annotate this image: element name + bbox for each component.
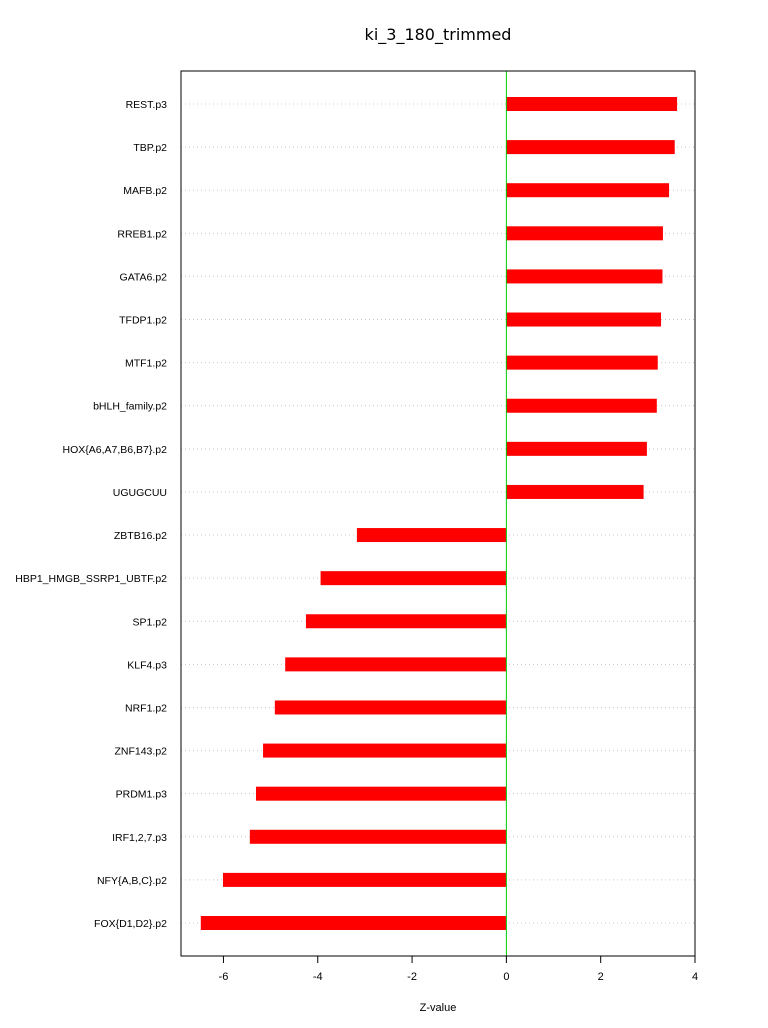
chart-title: ki_3_180_trimmed bbox=[365, 25, 512, 45]
category-label: HBP1_HMGB_SSRP1_UBTF.p2 bbox=[15, 573, 167, 585]
bar bbox=[356, 528, 507, 543]
category-label: TBP.p2 bbox=[133, 142, 167, 154]
bar bbox=[285, 657, 507, 672]
category-label: PRDM1.p3 bbox=[116, 789, 168, 801]
x-axis-title: Z-value bbox=[420, 1002, 457, 1014]
bar bbox=[320, 571, 507, 586]
bar bbox=[200, 916, 507, 930]
bar bbox=[506, 441, 647, 456]
x-tick-label: 0 bbox=[503, 971, 509, 983]
bar bbox=[222, 872, 507, 887]
category-label: MTF1.p2 bbox=[125, 358, 167, 370]
category-label: FOX{D1,D2}.p2 bbox=[94, 918, 167, 930]
bar bbox=[506, 398, 657, 413]
category-label: IRF1,2,7.p3 bbox=[112, 832, 167, 844]
bar bbox=[506, 226, 663, 241]
bar bbox=[274, 700, 507, 715]
category-label: TFDP1.p2 bbox=[119, 315, 167, 327]
bar bbox=[263, 743, 507, 758]
category-label: ZNF143.p2 bbox=[114, 746, 167, 758]
category-label: KLF4.p3 bbox=[127, 659, 167, 671]
x-axis: -6 -4 -2 0 2 4 bbox=[219, 955, 698, 983]
category-label: GATA6.p2 bbox=[120, 271, 168, 283]
category-label: MAFB.p2 bbox=[123, 185, 167, 197]
x-tick-label: 2 bbox=[598, 971, 604, 983]
x-tick-label: -6 bbox=[219, 971, 229, 983]
bar bbox=[506, 355, 658, 370]
bar bbox=[506, 269, 663, 284]
category-label: NRF1.p2 bbox=[125, 702, 167, 714]
category-label: REST.p3 bbox=[126, 99, 168, 111]
plot-frame bbox=[180, 70, 696, 957]
x-tick-label: -4 bbox=[313, 971, 323, 983]
category-label: HOX{A6,A7,B6,B7}.p2 bbox=[63, 444, 168, 456]
category-label: SP1.p2 bbox=[133, 616, 168, 628]
bar bbox=[506, 312, 662, 327]
bar bbox=[249, 829, 507, 844]
x-tick-label: -2 bbox=[407, 971, 417, 983]
category-label: bHLH_family.p2 bbox=[93, 401, 167, 413]
bar bbox=[506, 97, 678, 111]
x-tick-label: 4 bbox=[692, 971, 698, 983]
bar bbox=[506, 484, 644, 499]
bar bbox=[305, 614, 507, 629]
bar bbox=[506, 140, 675, 155]
bar bbox=[506, 183, 670, 198]
category-label: NFY{A,B,C}.p2 bbox=[97, 875, 167, 887]
category-labels: REST.p3 TBP.p2 MAFB.p2 RREB1.p2 GATA6.p2 TFDP… bbox=[15, 99, 167, 930]
category-label: UGUGCUU bbox=[113, 487, 167, 499]
bars bbox=[200, 97, 678, 930]
bar bbox=[255, 786, 507, 801]
category-label: RREB1.p2 bbox=[117, 228, 167, 240]
category-label: ZBTB16.p2 bbox=[114, 530, 167, 542]
